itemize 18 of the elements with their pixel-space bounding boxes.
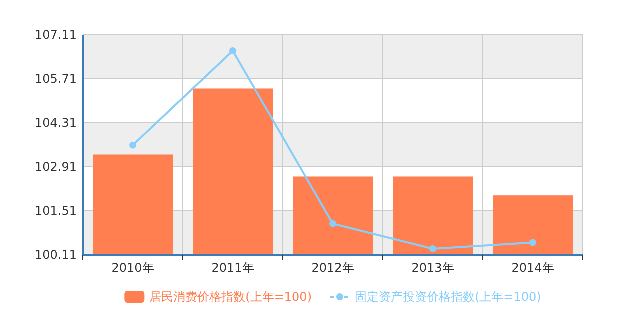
point [530, 239, 536, 246]
point [130, 142, 136, 149]
legend-label: 固定资产投资价格指数(上年=100) [355, 290, 542, 304]
point [430, 246, 436, 253]
y-tick-label: 102.91 [35, 160, 77, 174]
point [330, 220, 336, 228]
point [230, 48, 236, 55]
y-tick-label: 107.11 [35, 28, 77, 42]
legend-label: 居民消费价格指数(上年=100) [150, 290, 312, 304]
x-tick-label: 2013年 [412, 261, 454, 275]
x-tick-label: 2010年 [112, 261, 154, 275]
y-tick-label: 104.31 [35, 116, 77, 130]
x-tick-label: 2011年 [212, 261, 254, 275]
y-tick-label: 105.71 [35, 72, 77, 86]
y-tick-label: 100.11 [35, 248, 77, 262]
x-tick-label: 2014年 [512, 261, 554, 275]
x-tick-label: 2012年 [312, 261, 354, 275]
y-tick-label: 101.51 [35, 204, 77, 218]
